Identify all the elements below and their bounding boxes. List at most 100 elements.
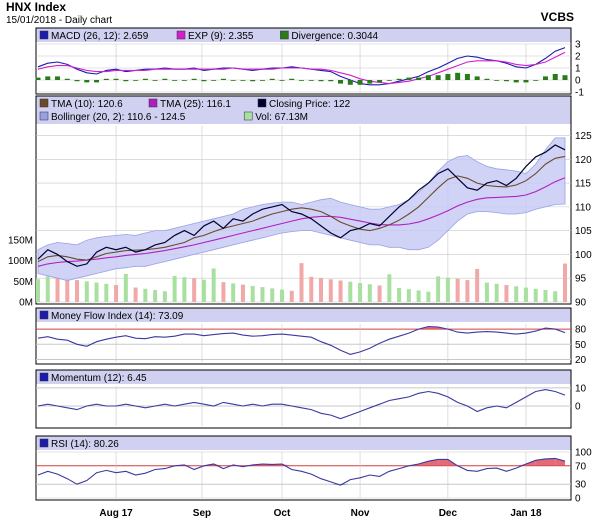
overbought-area (438, 459, 448, 466)
divergence-bar (269, 78, 275, 80)
volume-bar (475, 268, 480, 302)
y-tick-label: 80 (575, 325, 587, 336)
volume-bar (543, 290, 548, 302)
divergence-bar (328, 80, 334, 82)
chart-title: HNX Index (6, 0, 66, 14)
panel-frame (35, 435, 572, 501)
panel-header-band (36, 28, 571, 42)
panel-mfi: Money Flow Index (14): 73.09 80 50 20 (35, 307, 587, 366)
divergence-bar (445, 74, 451, 80)
y-tick-label: 0 (575, 76, 581, 87)
legend-label: RSI (14): 80.26 (51, 439, 119, 450)
volume-bar (455, 278, 460, 302)
divergence-bar (396, 78, 402, 80)
volume-bar (75, 280, 80, 302)
legend-label: TMA (25): 116.1 (160, 99, 231, 110)
panel-frame (35, 95, 572, 305)
divergence-bar (220, 78, 226, 80)
divergence-bar (347, 80, 353, 85)
divergence-bar (123, 80, 129, 82)
divergence-bar (55, 76, 61, 80)
y-tick-label: 0 (575, 402, 581, 413)
legend-label: Momentum (12): 6.45 (51, 373, 147, 384)
volume-bar (445, 277, 450, 302)
x-tick-label: Aug 17 (99, 508, 133, 519)
volume-bar (348, 281, 353, 302)
x-tick-label: Sep (193, 508, 211, 519)
series-line-exp (37, 51, 566, 85)
volume-bar (55, 277, 60, 302)
legend-label: TMA (10): 120.6 (51, 99, 123, 110)
divergence-bar (455, 72, 461, 80)
volume-bar (250, 285, 255, 302)
volume-bar (416, 290, 421, 302)
divergence-bar (308, 80, 314, 81)
volume-bar (221, 282, 226, 302)
divergence-bar (152, 80, 158, 81)
divergence-bar (435, 75, 441, 80)
divergence-bar (181, 80, 187, 81)
divergence-bar (162, 78, 168, 80)
vol-tick-label: 50M (14, 277, 33, 288)
vol-tick-label: 150M (8, 236, 33, 247)
divergence-bar (299, 80, 304, 81)
volume-bar (328, 279, 333, 302)
volume-bar (426, 291, 431, 302)
divergence-bar (523, 80, 529, 83)
volume-bar (211, 268, 216, 302)
divergence-bar (240, 80, 246, 81)
volume-bar (192, 278, 197, 302)
series-line-momentum (37, 389, 566, 420)
divergence-bar (552, 74, 558, 80)
volume-bar (201, 279, 206, 302)
volume-bar (484, 282, 489, 302)
volume-bar (240, 284, 245, 302)
divergence-bar (542, 76, 548, 80)
legend-label: Closing Price: 122 (269, 99, 351, 110)
y-tick-label: 105 (575, 226, 592, 237)
x-tick-label: Nov (351, 508, 370, 519)
series-line-money-flow-index (37, 325, 566, 355)
volume-bar (65, 278, 70, 302)
bollinger-band (37, 137, 566, 282)
divergence-bar (406, 77, 412, 80)
divergence-bar (338, 80, 344, 84)
y-tick-label: 20 (575, 355, 587, 366)
volume-bar (494, 283, 499, 302)
legend-swatch (39, 310, 49, 320)
y-tick-label: 1 (575, 64, 581, 75)
y-tick-label: 0 (575, 494, 581, 505)
y-tick-label: 115 (575, 179, 591, 190)
volume-bar (367, 284, 372, 302)
volume-bar (563, 263, 567, 302)
panel-header-band (36, 308, 571, 322)
legend-label: MACD (26, 12): 2.659 (51, 31, 149, 42)
divergence-bar (474, 76, 480, 80)
divergence-bar (484, 78, 490, 80)
volume-bar (133, 287, 138, 302)
y-tick-label: -1 (575, 88, 584, 99)
series-line-rsi (37, 457, 566, 486)
legend-swatch (39, 98, 49, 108)
volume-bar (231, 283, 236, 302)
y-tick-label: 90 (575, 298, 587, 309)
y-tick-label: 125 (575, 131, 592, 142)
volume-bar (289, 290, 294, 302)
y-tick-label: 2 (575, 52, 581, 63)
legend-label: EXP (9): 2.355 (188, 31, 254, 42)
volume-bar (377, 285, 382, 302)
overbought-area (545, 458, 556, 466)
divergence-bar (250, 80, 256, 82)
volume-bar (143, 288, 148, 302)
volume-bar (465, 280, 470, 302)
overbought-area (555, 458, 565, 466)
y-tick-label: 120 (575, 155, 592, 166)
divergence-bar (513, 80, 519, 83)
volume-bar (279, 289, 284, 302)
divergence-bar (133, 80, 139, 81)
divergence-bar (191, 78, 197, 80)
divergence-bar (416, 77, 422, 80)
volume-bar (358, 282, 363, 302)
legend-swatch (257, 98, 267, 108)
